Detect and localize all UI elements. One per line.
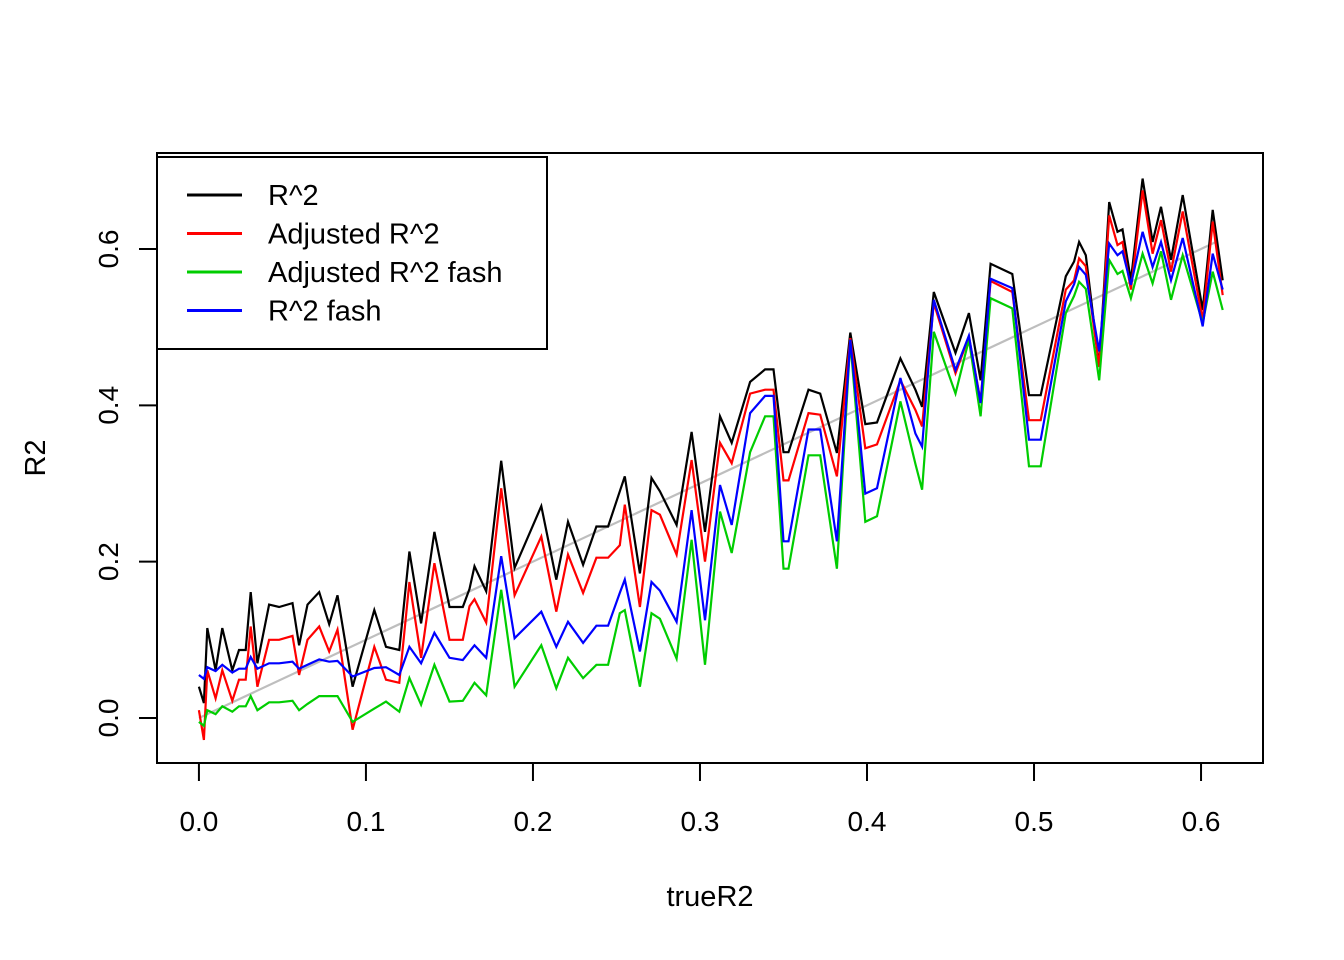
legend-entry-label-2: Adjusted R^2 fash (268, 257, 502, 289)
identity-line (198, 240, 1219, 719)
y-axis-title: R2 (20, 439, 52, 476)
y-tick-label: 0.0 (93, 699, 124, 738)
x-tick-label: 0.6 (1182, 806, 1221, 837)
legend-box (156, 156, 548, 350)
x-tick-label: 0.0 (179, 806, 218, 837)
y-tick-label: 0.4 (93, 386, 124, 425)
series-line-3 (198, 231, 1224, 681)
x-tick-label: 0.1 (346, 806, 385, 837)
x-tick-label: 0.5 (1015, 806, 1054, 837)
series-line-2 (198, 249, 1224, 728)
x-tick-label: 0.3 (681, 806, 720, 837)
y-tick-label: 0.2 (93, 542, 124, 581)
x-tick-label: 0.2 (513, 806, 552, 837)
series-line-1 (197, 190, 1224, 741)
legend-entry-label-0: R^2 (268, 180, 319, 212)
series-line-0 (197, 178, 1224, 704)
legend-entry-label-1: Adjusted R^2 (268, 219, 440, 251)
x-tick-label: 0.4 (848, 806, 887, 837)
legend-entry-label-3: R^2 fash (268, 296, 382, 328)
x-axis-title: trueR2 (666, 881, 753, 913)
plot-box (156, 152, 1264, 764)
y-tick-label: 0.6 (93, 230, 124, 269)
